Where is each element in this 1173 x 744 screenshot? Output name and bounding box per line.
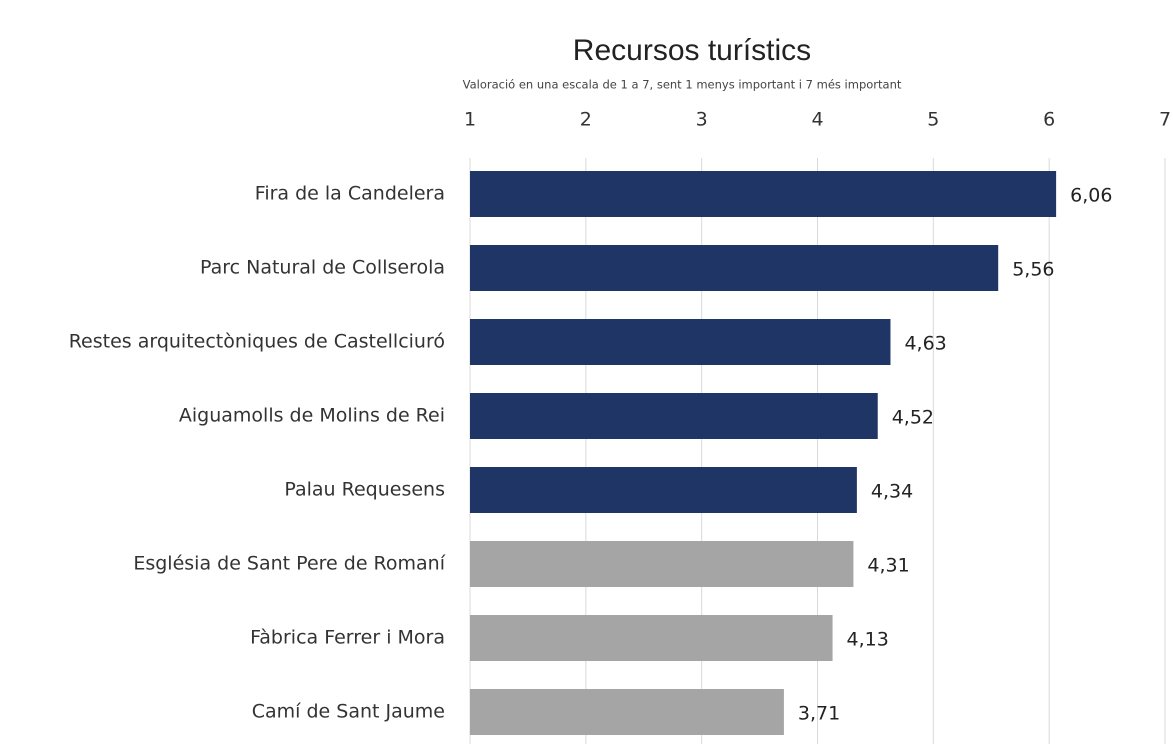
value-label: 4,34 [871,481,913,503]
value-label: 4,31 [867,555,909,577]
bar [470,467,857,513]
y-tick-label: Fàbrica Ferrer i Mora [250,627,445,649]
chart-title: Recursos turístics [573,34,811,67]
value-label: 4,13 [847,629,889,651]
value-label: 3,71 [798,703,840,725]
bar [470,171,1057,217]
y-tick-label: Fira de la Candelera [255,183,445,205]
x-tick-label: 6 [1043,109,1055,131]
bar [470,393,878,439]
y-tick-label: Camí de Sant Jaume [252,701,445,723]
bar [470,245,999,291]
bar [470,541,854,587]
x-tick-label: 7 [1159,109,1171,131]
y-tick-label: Església de Sant Pere de Romaní [133,553,445,575]
chart-subtitle: Valoració en una escala de 1 a 7, sent 1… [463,78,902,92]
x-tick-label: 5 [927,109,939,131]
bar [470,319,891,365]
y-tick-label: Restes arquitectòniques de Castellciuró [69,331,445,353]
x-tick-label: 2 [580,109,592,131]
value-label: 5,56 [1012,259,1054,281]
value-label: 6,06 [1070,185,1112,207]
value-label: 4,63 [904,333,946,355]
y-tick-label: Parc Natural de Collserola [200,257,445,279]
bar [470,689,784,735]
y-tick-label: Aiguamolls de Molins de Rei [179,405,445,427]
y-tick-label: Palau Requesens [284,479,445,501]
x-tick-label: 1 [464,109,476,131]
x-tick-label: 3 [696,109,708,131]
bar [470,615,833,661]
x-tick-label: 4 [811,109,823,131]
value-label: 4,52 [892,407,934,429]
